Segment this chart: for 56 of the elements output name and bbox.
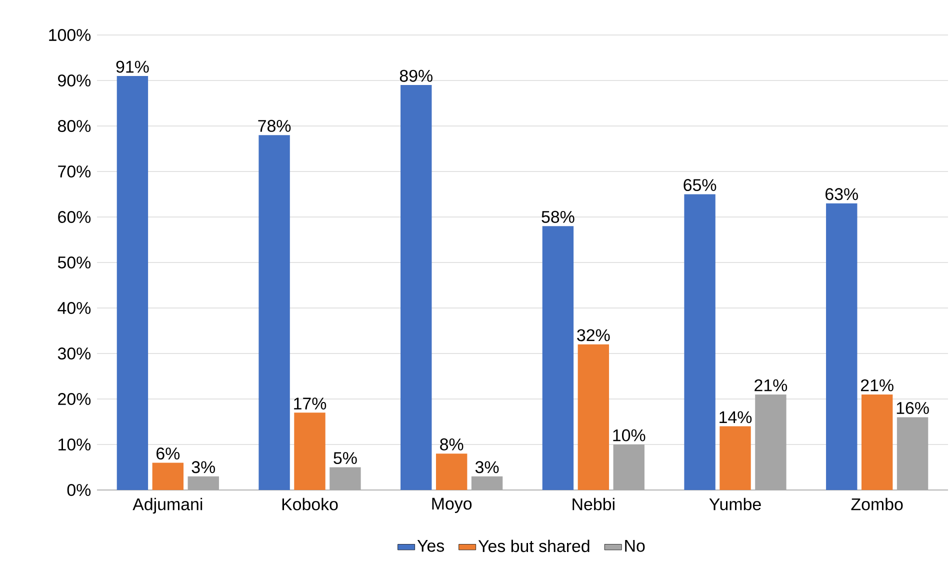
x-tick-label: Nebbi bbox=[572, 498, 614, 510]
bar bbox=[755, 394, 786, 490]
bar bbox=[116, 76, 148, 490]
legend-label: Yes but shared bbox=[478, 540, 590, 552]
data-label: 14% bbox=[720, 411, 752, 424]
x-tick-label: Yumbe bbox=[709, 498, 761, 510]
x-tick-label: Adjumani bbox=[132, 498, 202, 514]
data-label: 3% bbox=[192, 461, 216, 474]
x-tick-label: Moyo bbox=[432, 498, 472, 514]
legend-label: No bbox=[625, 540, 645, 552]
data-label: 10% bbox=[613, 429, 646, 442]
legend-label: Yes bbox=[417, 540, 444, 552]
data-label: 8% bbox=[440, 438, 464, 450]
data-label: 58% bbox=[542, 210, 574, 223]
x-tick-label: Koboko bbox=[282, 498, 338, 510]
bar bbox=[188, 476, 219, 490]
bar bbox=[826, 203, 858, 490]
data-label: 21% bbox=[754, 379, 788, 392]
data-label: 91% bbox=[116, 60, 149, 73]
data-label: 78% bbox=[258, 120, 291, 132]
bar bbox=[400, 85, 432, 490]
y-tick-label: 100% bbox=[49, 28, 91, 41]
data-label: 3% bbox=[475, 461, 499, 474]
y-tick-label: 20% bbox=[58, 393, 91, 405]
bar bbox=[613, 444, 644, 490]
y-tick-label: 90% bbox=[58, 74, 91, 86]
bar bbox=[436, 454, 468, 490]
y-tick-label: 0% bbox=[67, 484, 91, 496]
bar bbox=[861, 394, 893, 490]
data-label: 5% bbox=[334, 452, 357, 464]
data-label: 65% bbox=[684, 179, 716, 192]
data-label: 63% bbox=[826, 188, 858, 200]
data-label: 16% bbox=[896, 402, 929, 414]
data-label: 32% bbox=[577, 329, 610, 342]
bar bbox=[542, 226, 574, 490]
y-tick-label: 40% bbox=[58, 302, 91, 314]
bar bbox=[684, 194, 716, 490]
y-tick-label: 80% bbox=[58, 120, 91, 132]
bar bbox=[294, 412, 326, 490]
x-tick-label: Zombo bbox=[851, 498, 903, 510]
data-label: 21% bbox=[861, 379, 894, 392]
data-label: 89% bbox=[400, 70, 432, 82]
bar bbox=[720, 426, 751, 490]
bar bbox=[471, 476, 503, 490]
y-tick-label: 70% bbox=[58, 166, 91, 178]
bar bbox=[896, 417, 928, 490]
bar bbox=[152, 462, 184, 490]
data-label: 17% bbox=[294, 398, 326, 410]
bar bbox=[578, 344, 610, 490]
y-tick-label: 10% bbox=[58, 438, 91, 451]
bar bbox=[330, 467, 361, 490]
y-tick-label: 60% bbox=[58, 211, 91, 223]
y-tick-label: 30% bbox=[58, 348, 91, 360]
data-label: 6% bbox=[156, 448, 180, 460]
bar bbox=[258, 135, 290, 490]
y-tick-label: 50% bbox=[58, 256, 91, 268]
